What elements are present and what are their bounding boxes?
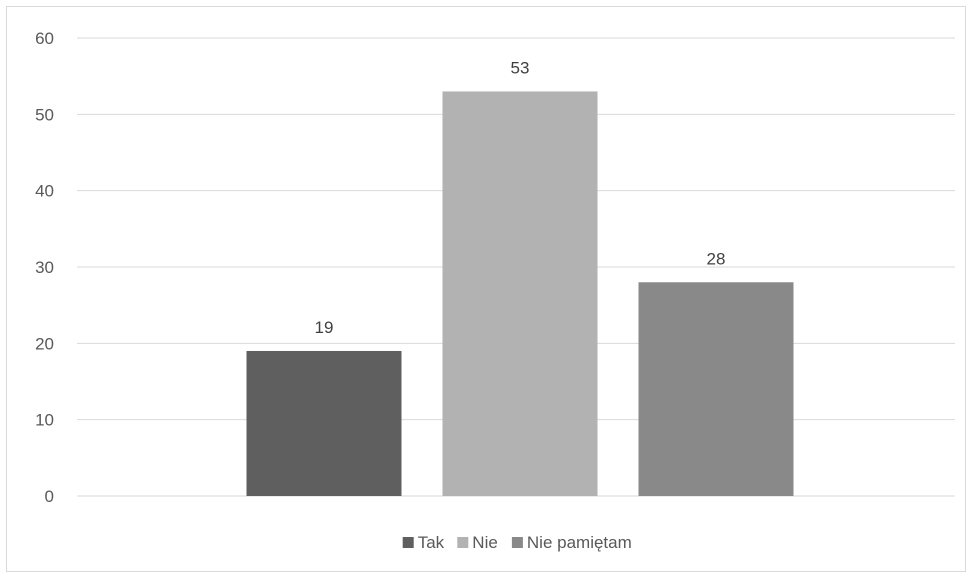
y-tick-label: 20 — [35, 334, 54, 353]
legend-label: Nie pamiętam — [527, 533, 632, 552]
y-tick-label: 10 — [35, 411, 54, 430]
bar-nie-pamiętam — [638, 282, 794, 496]
bars — [246, 91, 794, 496]
bar-nie — [442, 91, 598, 496]
data-label: 53 — [511, 58, 530, 77]
y-tick-label: 50 — [35, 105, 54, 124]
legend-swatch — [402, 537, 414, 548]
legend-swatch — [457, 537, 469, 548]
data-label: 28 — [707, 249, 726, 268]
legend-label: Nie — [472, 533, 498, 552]
y-axis-tick-labels: 0 10 20 30 40 50 60 — [35, 29, 54, 506]
legend: Tak Nie Nie pamiętam — [402, 533, 632, 552]
legend-label: Tak — [418, 533, 445, 552]
y-tick-label: 60 — [35, 29, 54, 48]
bar-tak — [246, 350, 402, 496]
data-labels: 19 53 28 — [315, 58, 726, 337]
y-tick-label: 30 — [35, 258, 54, 277]
y-tick-label: 40 — [35, 182, 54, 201]
legend-swatch — [511, 537, 523, 548]
data-label: 19 — [315, 318, 334, 337]
y-tick-label: 0 — [45, 487, 54, 506]
